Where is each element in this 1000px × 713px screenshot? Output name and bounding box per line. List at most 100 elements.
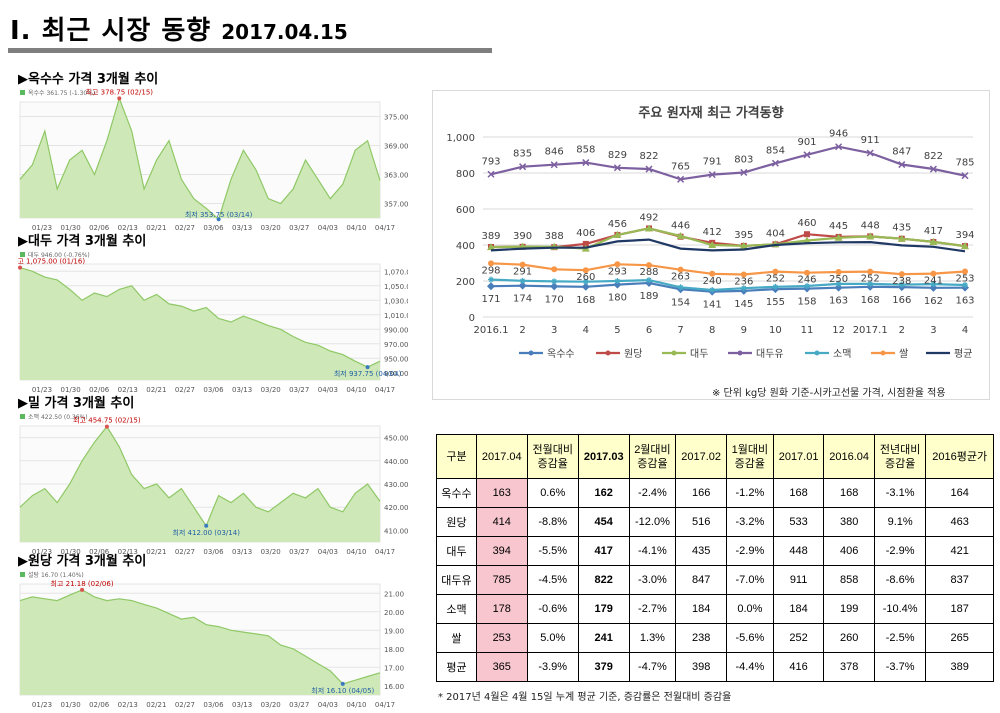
data-label: 252 — [766, 274, 785, 285]
x-tick-label: 5 — [614, 325, 620, 336]
soybean-min-label: 최저 937.75 (04/04) — [334, 369, 402, 378]
table-cell: 187 — [925, 594, 994, 624]
corn-x-tick: 04/10 — [346, 224, 366, 232]
data-point — [867, 280, 874, 287]
table-cell: -4.1% — [628, 536, 677, 566]
data-label: 406 — [576, 228, 595, 239]
sugar-x-tick: 04/17 — [375, 701, 395, 709]
table-cell: 416 — [772, 652, 825, 682]
data-label: 238 — [892, 276, 911, 287]
table-row: 평균 365 -3.9% 379 -4.7% 398 -4.4% 416 378 -3.7% 389 — [436, 652, 994, 682]
data-point — [614, 261, 621, 268]
data-label: 388 — [545, 231, 564, 242]
sugar-x-tick: 04/10 — [346, 701, 366, 709]
corn-legend-label: 옥수수 361.75 (-1.30%) — [28, 90, 95, 97]
sugar-max-marker — [80, 587, 85, 592]
data-point — [835, 143, 843, 151]
data-point — [740, 168, 748, 176]
data-label: 158 — [797, 297, 816, 308]
table-cell: 168 — [823, 478, 875, 508]
x-tick-label: 7 — [677, 325, 683, 336]
legend-marker — [737, 350, 743, 356]
data-label: 168 — [576, 295, 595, 306]
table-header-cell: 전년대비 증감율 — [873, 434, 927, 479]
wheat-x-tick: 02/21 — [146, 548, 166, 556]
table-cell: 858 — [823, 565, 875, 595]
x-tick-label: 2 — [519, 325, 525, 336]
corn-y-tick: 375.00 — [384, 114, 408, 122]
data-point — [962, 281, 968, 288]
page-header: Ⅰ. 최근 시장 동향 2017.04.15 — [10, 10, 348, 46]
soybean-x-tick: 03/13 — [232, 386, 252, 394]
table-row: 쌀 253 5.0% 241 1.3% 238 -5.6% 252 260 -2.5% 265 — [436, 623, 994, 653]
table-cell: -12.0% — [628, 507, 677, 537]
corn-legend-swatch — [20, 90, 25, 95]
table-cell: 378 — [823, 652, 875, 682]
table-cell: -4.4% — [725, 652, 774, 682]
table-cell: 253 — [475, 623, 528, 653]
table-cell: 417 — [577, 536, 630, 566]
corn-x-tick: 01/30 — [60, 224, 80, 232]
table-cell: 785 — [475, 565, 528, 595]
legend-marker — [814, 350, 820, 356]
soybean-area-fill — [20, 267, 380, 380]
sugar-y-tick: 20.00 — [384, 609, 404, 617]
data-point — [771, 159, 779, 167]
wheat-x-tick: 01/30 — [60, 548, 80, 556]
data-point — [677, 284, 684, 291]
soybean-x-tick: 01/23 — [32, 386, 52, 394]
table-header-cell: 2016.04 — [823, 434, 875, 479]
x-tick-label: 6 — [646, 325, 652, 336]
table-cell: 164 — [925, 478, 994, 508]
y-tick-label: 600 — [456, 205, 475, 216]
sugar-x-tick: 03/06 — [203, 701, 224, 709]
soybean-x-tick: 03/06 — [203, 386, 224, 394]
soybean-x-tick: 02/06 — [89, 386, 110, 394]
soybean-x-tick: 02/13 — [118, 386, 138, 394]
corn-min-label: 최저 353.75 (03/14) — [185, 210, 253, 219]
legend-label: 대두유 — [756, 348, 784, 360]
table-header-cell: 2017.04 — [475, 434, 528, 479]
table-cell: -2.5% — [873, 623, 927, 653]
data-label: 291 — [513, 267, 532, 278]
data-label: 180 — [608, 293, 627, 304]
table-cell: -10.4% — [873, 594, 927, 624]
legend-item-대두유: 대두유 — [728, 348, 784, 360]
table-cell: 380 — [823, 507, 875, 537]
corn-x-tick: 03/20 — [261, 224, 281, 232]
soybean-section: ▶대두 가격 3개월 추이 1,070.001,050.001,030.001,… — [18, 230, 408, 394]
data-point — [550, 282, 559, 291]
legend-item-쌀: 쌀 — [871, 348, 908, 360]
data-label: 163 — [829, 296, 848, 307]
corn-x-tick: 02/13 — [118, 224, 138, 232]
table-cell: -8.8% — [526, 507, 579, 537]
data-label: 460 — [797, 218, 816, 229]
legend-label: 평균 — [954, 348, 972, 360]
data-point — [551, 278, 558, 285]
table-cell: 398 — [675, 652, 727, 682]
table-header-cell: 2017.03 — [577, 434, 630, 479]
sugar-x-tick: 01/23 — [32, 701, 52, 709]
table-cell: 394 — [475, 536, 528, 566]
data-point — [551, 266, 558, 273]
table-cell: 9.1% — [873, 507, 927, 537]
soybean-y-tick: 950.00 — [384, 355, 408, 363]
sugar-x-tick: 02/13 — [118, 701, 138, 709]
corn-max-label: 최고 378.75 (02/15) — [86, 87, 154, 96]
data-point — [835, 280, 842, 287]
data-label: 901 — [797, 137, 816, 148]
x-tick-label: 9 — [741, 325, 747, 336]
series-쌀 — [488, 260, 968, 278]
sugar-section-title: ▶원당 가격 3개월 추이 — [18, 554, 147, 569]
data-label: 250 — [829, 274, 848, 285]
series-line — [490, 145, 966, 181]
data-label: 448 — [861, 220, 880, 231]
chart-title: 주요 원자재 최근 가격동향 — [638, 105, 783, 121]
corn-x-tick: 03/27 — [289, 224, 309, 232]
legend-label: 소맥 — [833, 348, 851, 360]
data-label: 435 — [892, 223, 911, 234]
data-point — [708, 171, 716, 179]
table-cell: 168 — [772, 478, 825, 508]
data-point — [487, 282, 495, 291]
table-cell: 238 — [675, 623, 727, 653]
